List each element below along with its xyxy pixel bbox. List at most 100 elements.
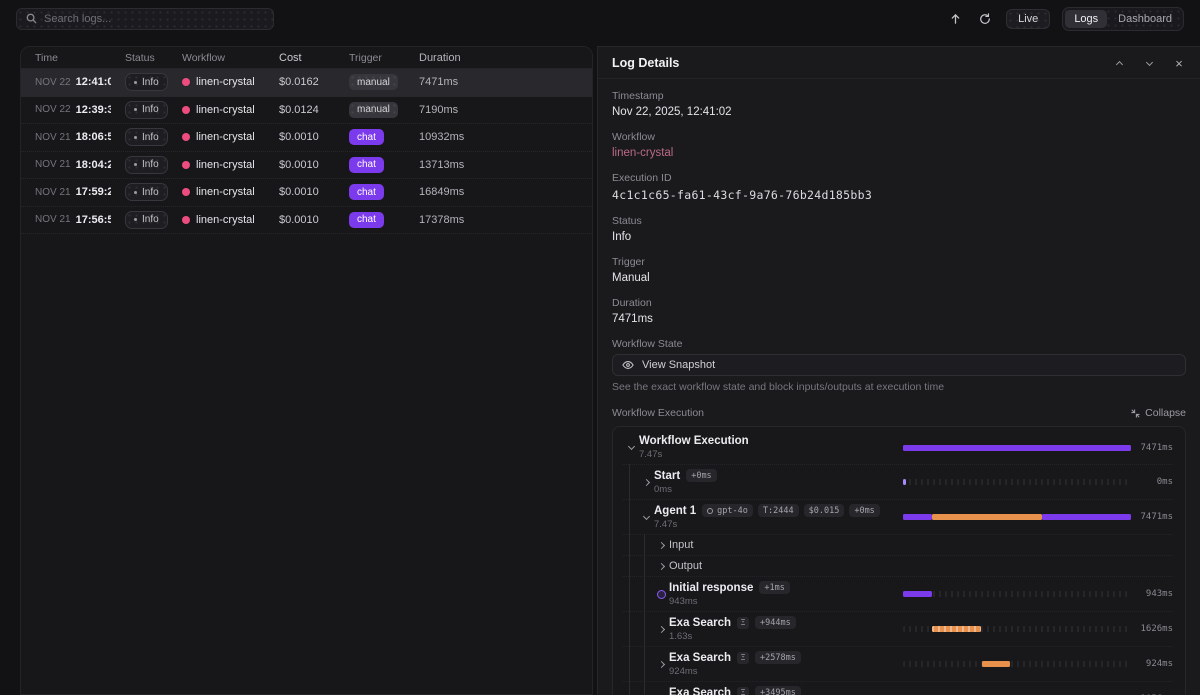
log-time: 18:06:55 bbox=[75, 131, 111, 144]
node-marker[interactable] bbox=[653, 589, 669, 599]
status-dot-icon bbox=[134, 218, 137, 222]
snapshot-caption: See the exact workflow state and block i… bbox=[612, 381, 945, 393]
node-label: Initial response bbox=[669, 581, 754, 594]
workflow-name: linen-crystal bbox=[196, 76, 255, 89]
tab-logs[interactable]: Logs bbox=[1065, 9, 1108, 28]
upload-button[interactable] bbox=[946, 10, 964, 28]
node-badge: +1ms bbox=[759, 581, 790, 594]
panel-header: Log Details × bbox=[598, 47, 1200, 79]
chevron-right-icon bbox=[657, 660, 665, 668]
status-dot-icon bbox=[134, 80, 137, 84]
prev-log-button[interactable] bbox=[1112, 56, 1126, 70]
table-row[interactable]: NOV 22 12:39:36 Info linen-crystal $0.01… bbox=[21, 97, 592, 124]
node-badge: +2578ms bbox=[755, 651, 801, 664]
table-row[interactable]: NOV 21 17:56:59 Info linen-crystal $0.00… bbox=[21, 207, 592, 234]
table-row[interactable]: NOV 21 17:59:27 Info linen-crystal $0.00… bbox=[21, 179, 592, 207]
status-badge: Info bbox=[125, 210, 168, 229]
timeline-bar bbox=[981, 661, 1010, 667]
execution-section-label: Workflow Execution bbox=[612, 407, 705, 419]
close-panel-button[interactable]: × bbox=[1175, 55, 1183, 71]
node-label: Start bbox=[654, 469, 681, 482]
node-marker[interactable] bbox=[653, 562, 669, 570]
node-badges: +944ms bbox=[755, 616, 796, 629]
timeline-track bbox=[903, 514, 1131, 520]
chevron-right-icon bbox=[657, 625, 665, 633]
execution-node[interactable]: Initial response +1ms 943ms 943ms bbox=[623, 576, 1173, 612]
col-duration: Duration bbox=[419, 51, 461, 64]
node-badges: +1ms bbox=[759, 581, 790, 594]
execution-node[interactable]: Start +0ms 0ms 0ms bbox=[623, 464, 1173, 500]
cost-value: $0.0010 bbox=[279, 186, 319, 199]
panel-title: Log Details bbox=[612, 56, 680, 70]
log-date: NOV 21 bbox=[35, 131, 71, 143]
view-snapshot-button[interactable]: View Snapshot bbox=[612, 354, 1186, 376]
execution-node[interactable]: Input bbox=[623, 534, 1173, 556]
node-badges: +3495ms bbox=[755, 686, 801, 695]
cost-value: $0.0010 bbox=[279, 158, 319, 171]
workflow-name: linen-crystal bbox=[196, 158, 255, 171]
workflow-name: linen-crystal bbox=[196, 186, 255, 199]
timeline-bar bbox=[903, 444, 1131, 451]
search-input[interactable]: Search logs... bbox=[16, 7, 274, 30]
trigger-badge: chat bbox=[349, 156, 384, 173]
chevron-down-icon bbox=[627, 442, 635, 451]
status-dot-icon bbox=[134, 108, 137, 112]
node-marker[interactable] bbox=[653, 625, 669, 633]
node-marker[interactable] bbox=[623, 442, 639, 451]
node-badge: +3495ms bbox=[755, 686, 801, 695]
status-dot-icon bbox=[134, 163, 137, 167]
duration-label: Duration bbox=[612, 297, 652, 309]
workflow-color-dot bbox=[182, 160, 190, 169]
execution-node[interactable]: Exa Search +2578ms 924ms 924ms bbox=[623, 646, 1173, 682]
live-button[interactable]: Live bbox=[1006, 8, 1051, 29]
node-marker[interactable] bbox=[653, 660, 669, 668]
node-duration-sub: 943ms bbox=[669, 596, 698, 607]
next-log-button[interactable] bbox=[1142, 56, 1156, 70]
duration-detail-value: 7471ms bbox=[612, 313, 653, 325]
topbar: Search logs... Live Logs Dashboard bbox=[0, 0, 1200, 37]
table-row[interactable]: NOV 21 18:04:24 Info linen-crystal $0.00… bbox=[21, 152, 592, 179]
node-badge: +0ms bbox=[686, 469, 717, 482]
log-date: NOV 22 bbox=[35, 104, 71, 116]
node-duration-sub: 7.47s bbox=[654, 519, 678, 530]
execution-node[interactable]: Agent 1 gpt-4o T:2444 $0.015 +0ms 7.47s 747… bbox=[623, 499, 1173, 535]
status-value: Info bbox=[612, 231, 632, 243]
execution-node[interactable]: Output bbox=[623, 555, 1173, 577]
chevron-right-icon bbox=[657, 541, 665, 549]
indent-guides bbox=[623, 681, 653, 695]
node-marker[interactable] bbox=[638, 478, 654, 486]
timeline-duration-label: 7471ms bbox=[1140, 512, 1173, 522]
exa-icon bbox=[737, 651, 750, 664]
status-dot-icon bbox=[134, 190, 137, 194]
collapse-button[interactable]: Collapse bbox=[1131, 407, 1186, 419]
indent-guides bbox=[623, 464, 638, 500]
execution-node[interactable]: Workflow Execution 7.47s 7471ms bbox=[623, 431, 1173, 464]
node-marker[interactable] bbox=[653, 541, 669, 549]
tab-dashboard[interactable]: Dashboard bbox=[1118, 12, 1172, 25]
execution-node[interactable]: Exa Search +944ms 1.63s 1626ms bbox=[623, 611, 1173, 647]
table-row[interactable]: NOV 21 18:06:55 Info linen-crystal $0.00… bbox=[21, 124, 592, 152]
chevron-up-icon bbox=[1115, 60, 1123, 68]
status-badge: Info bbox=[125, 100, 168, 119]
log-table-body: NOV 22 12:41:02 Info linen-crystal $0.01… bbox=[21, 69, 592, 234]
node-duration-sub: 7.47s bbox=[639, 449, 663, 460]
workflow-link[interactable]: linen-crystal bbox=[612, 147, 674, 159]
duration-value: 10932ms bbox=[419, 131, 465, 144]
node-duration-sub: 0ms bbox=[654, 484, 672, 495]
chevron-down-icon bbox=[642, 512, 650, 520]
table-row[interactable]: NOV 22 12:41:02 Info linen-crystal $0.01… bbox=[21, 69, 592, 97]
timeline-bar bbox=[903, 479, 907, 485]
workflow-color-dot bbox=[182, 105, 190, 114]
execution-node[interactable]: Exa Search +3495ms 1.06s 1056ms bbox=[623, 681, 1173, 695]
node-label: Workflow Execution bbox=[639, 435, 749, 447]
workflow-color-dot bbox=[182, 215, 190, 224]
timeline-bar bbox=[903, 591, 932, 597]
refresh-button[interactable] bbox=[976, 10, 994, 28]
duration-value: 7471ms bbox=[419, 76, 459, 89]
node-badge: T:2444 bbox=[757, 504, 799, 517]
timeline-bar bbox=[903, 514, 932, 520]
node-badge: gpt-4o bbox=[702, 504, 753, 517]
node-marker[interactable] bbox=[638, 512, 654, 520]
node-label: Exa Search bbox=[669, 651, 732, 664]
cost-value: $0.0010 bbox=[279, 213, 319, 226]
